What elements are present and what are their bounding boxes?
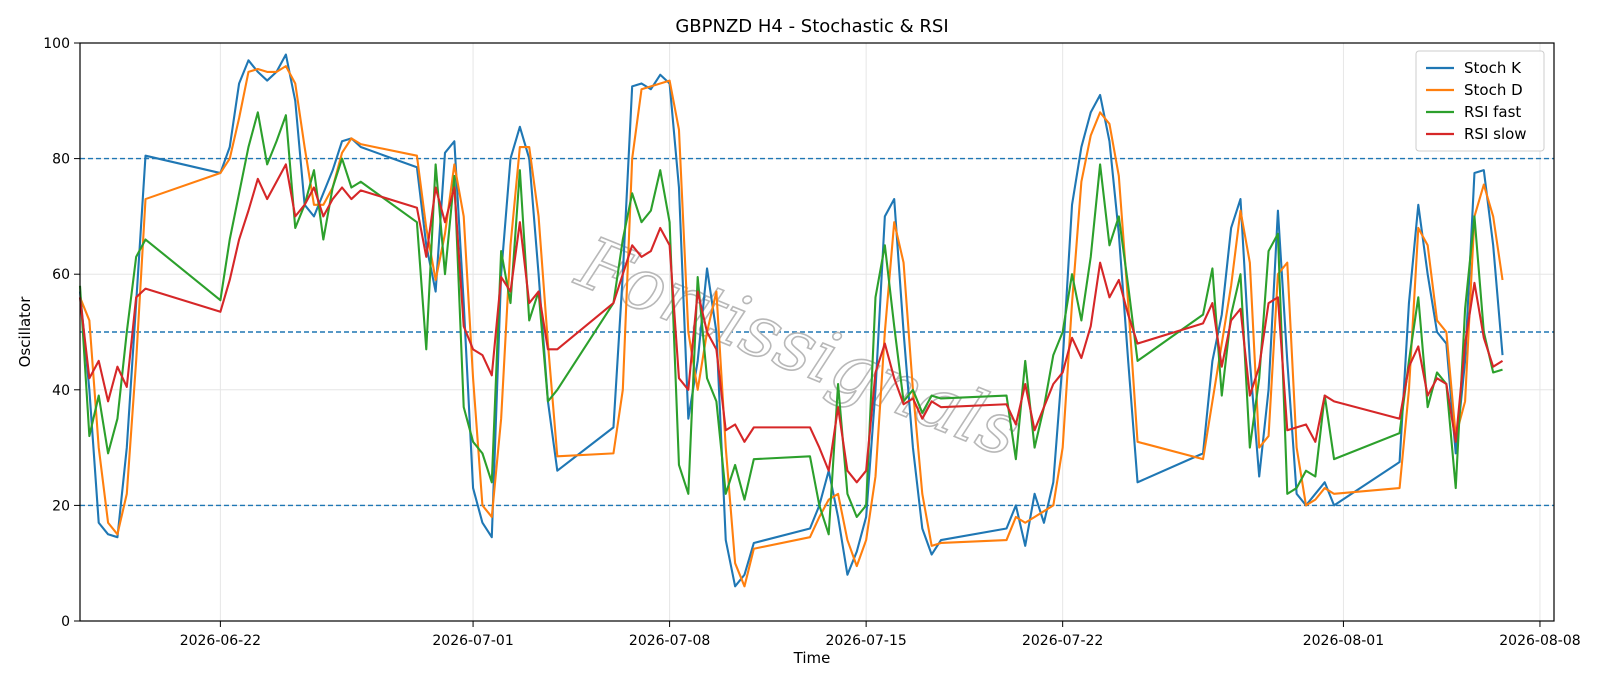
legend-box <box>1415 50 1545 152</box>
series-line-rsi-slow <box>78 163 1504 484</box>
x-axis-label: Time <box>793 649 831 667</box>
y-axis-label: Oscillator <box>16 296 34 368</box>
x-tick-label: 2026-08-08 <box>1499 633 1580 649</box>
y-tick-label: 20 <box>52 498 70 514</box>
x-tick-label: 2026-07-08 <box>629 633 710 649</box>
y-tick-label: 80 <box>52 152 70 168</box>
x-tick-label: 2026-07-15 <box>825 633 906 649</box>
x-tick-label: 2026-08-01 <box>1303 633 1384 649</box>
x-tick-label: 2026-06-22 <box>180 633 261 649</box>
series-lines <box>78 53 1504 588</box>
legend-label-rsi-fast: RSI fast <box>1464 103 1521 121</box>
y-tick-label: 100 <box>43 36 70 52</box>
x-tick-label: 2026-07-22 <box>1022 633 1103 649</box>
legend-label-stoch-d: Stoch D <box>1464 81 1523 99</box>
y-tick-label: 60 <box>52 267 70 283</box>
plot-frame <box>79 42 1555 622</box>
series-line-rsi-fast <box>78 111 1503 536</box>
legend: Stoch K Stoch D RSI fast RSI slow <box>1415 50 1545 152</box>
chart-title: GBPNZD H4 - Stochastic & RSI <box>675 16 948 37</box>
legend-label-rsi-slow: RSI slow <box>1464 125 1527 143</box>
y-tick-label: 40 <box>52 383 70 399</box>
series-line-stoch-k <box>78 53 1504 588</box>
x-tick-label: 2026-07-01 <box>432 633 513 649</box>
x-axis: 2026-06-22 2026-07-01 2026-07-08 2026-07-15… <box>180 621 1581 649</box>
reference-lines <box>80 157 1554 507</box>
legend-label-stoch-k: Stoch K <box>1464 59 1522 77</box>
y-tick-label: 0 <box>61 614 70 630</box>
y-axis: 0 20 40 60 80 100 <box>43 36 80 630</box>
